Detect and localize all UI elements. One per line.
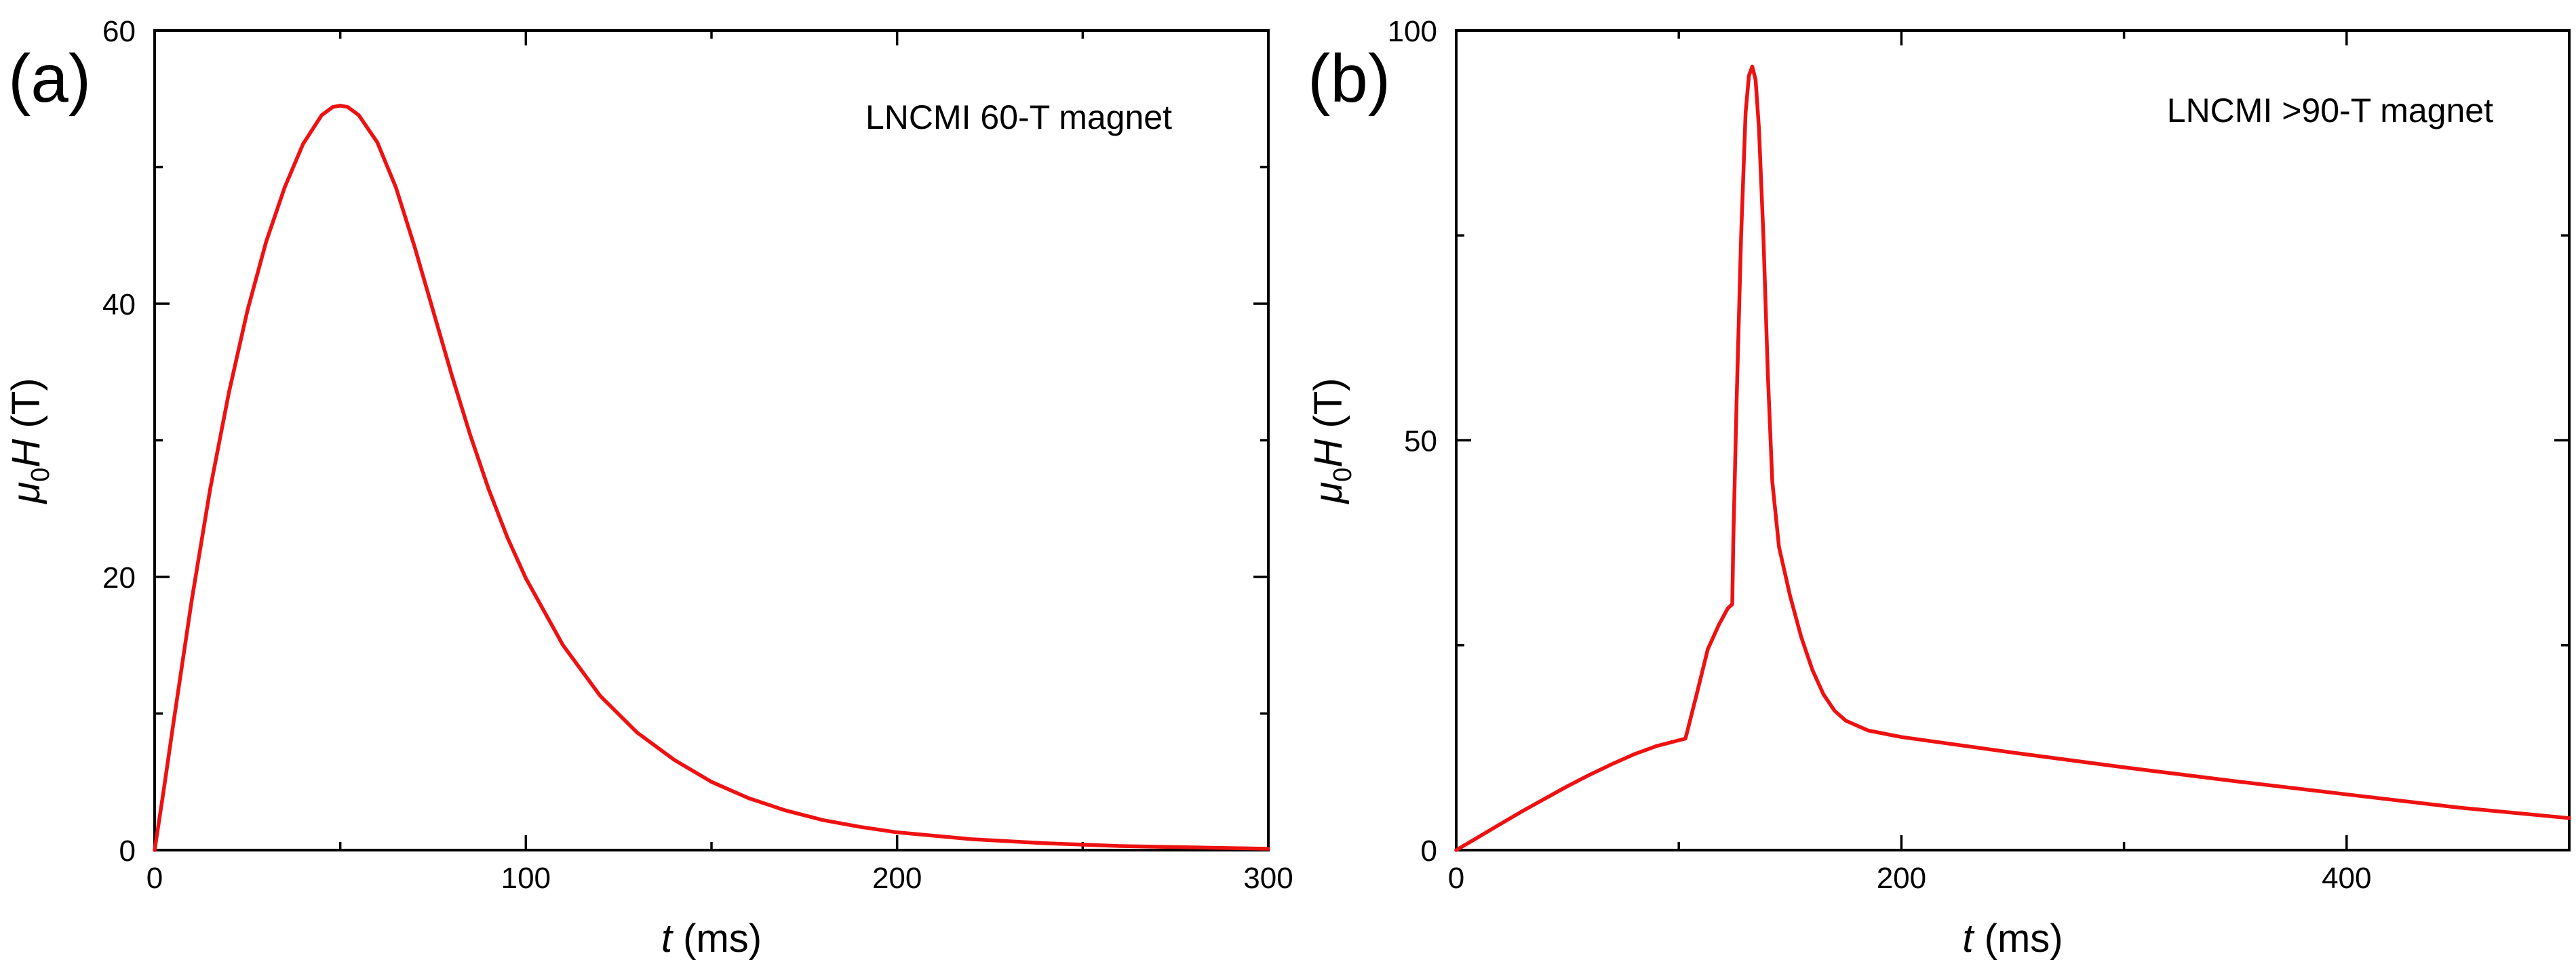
x-axis-label: t (ms) xyxy=(661,917,762,961)
x-axis-label: t (ms) xyxy=(1962,917,2063,961)
y-tick-label: 20 xyxy=(102,561,136,595)
y-axis-variable: H xyxy=(4,439,48,468)
y-tick-label: 100 xyxy=(1388,15,1437,48)
y-tick-label: 0 xyxy=(119,835,136,868)
y-axis-label: μ0H (T) xyxy=(1306,378,1357,505)
x-axis-unit: (ms) xyxy=(1974,917,2063,961)
y-axis-unit: (T) xyxy=(1306,378,1350,439)
y-axis-subscript: 0 xyxy=(26,468,55,482)
series-line xyxy=(1454,64,2571,852)
y-axis-subscript: 0 xyxy=(1329,468,1357,482)
x-tick-label: 200 xyxy=(872,862,922,895)
panel-label: (a) xyxy=(8,41,91,117)
x-tick-label: 0 xyxy=(1448,862,1464,895)
y-tick-label: 40 xyxy=(102,288,136,321)
x-axis-unit: (ms) xyxy=(672,917,762,961)
y-axis-variable: H xyxy=(1306,439,1350,468)
y-tick-label: 50 xyxy=(1404,425,1437,458)
y-axis-mu: μ xyxy=(1306,482,1350,505)
x-tick-label: 0 xyxy=(147,862,163,895)
series-line xyxy=(153,104,1270,852)
x-axis-variable: t xyxy=(661,917,674,961)
y-axis-unit: (T) xyxy=(4,378,48,439)
chart-annotation: LNCMI >90-T magnet xyxy=(2167,92,2493,129)
plot-frame xyxy=(153,29,1270,851)
y-axis-mu: μ xyxy=(4,482,48,505)
plot-frame xyxy=(1455,29,2571,851)
y-axis-label: μ0H (T) xyxy=(4,378,55,505)
x-axis-variable: t xyxy=(1962,917,1975,961)
y-tick-label: 0 xyxy=(1421,835,1437,868)
x-tick-label: 400 xyxy=(2322,862,2371,895)
x-tick-label: 100 xyxy=(501,862,551,895)
x-tick-label: 300 xyxy=(1243,862,1293,895)
y-tick-label: 60 xyxy=(102,15,136,48)
x-tick-label: 200 xyxy=(1877,862,1926,895)
panel-label: (b) xyxy=(1308,41,1390,117)
chart-annotation: LNCMI 60-T magnet xyxy=(865,98,1172,136)
